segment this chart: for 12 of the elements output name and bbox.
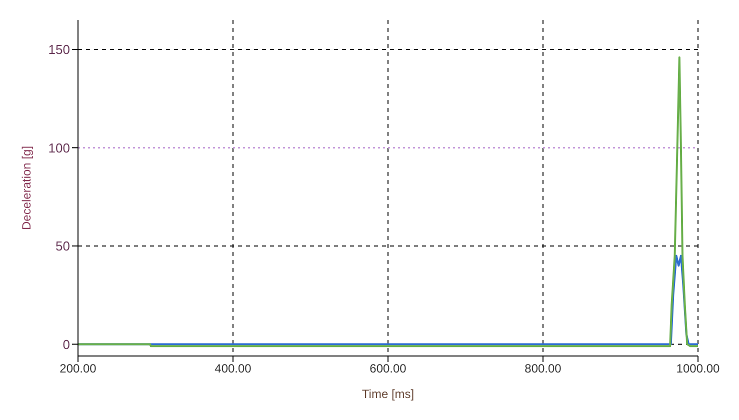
x-tick-label: 600.00 (370, 362, 407, 376)
y-tick-label: 100 (48, 140, 70, 156)
y-axis-title: Deceleration [g] (19, 146, 34, 230)
x-axis-title: Time [ms] (362, 387, 414, 401)
line-series (78, 56, 698, 348)
y-tick-label: 0 (62, 336, 70, 352)
x-tick-label: 1000.00 (676, 362, 720, 376)
x-tick-label: 800.00 (524, 362, 562, 376)
y-tick-label: 150 (48, 42, 70, 58)
y-tick-label: 50 (56, 238, 70, 254)
x-tick-label: 400.00 (214, 362, 252, 376)
x-tick-label: 200.00 (60, 362, 97, 376)
